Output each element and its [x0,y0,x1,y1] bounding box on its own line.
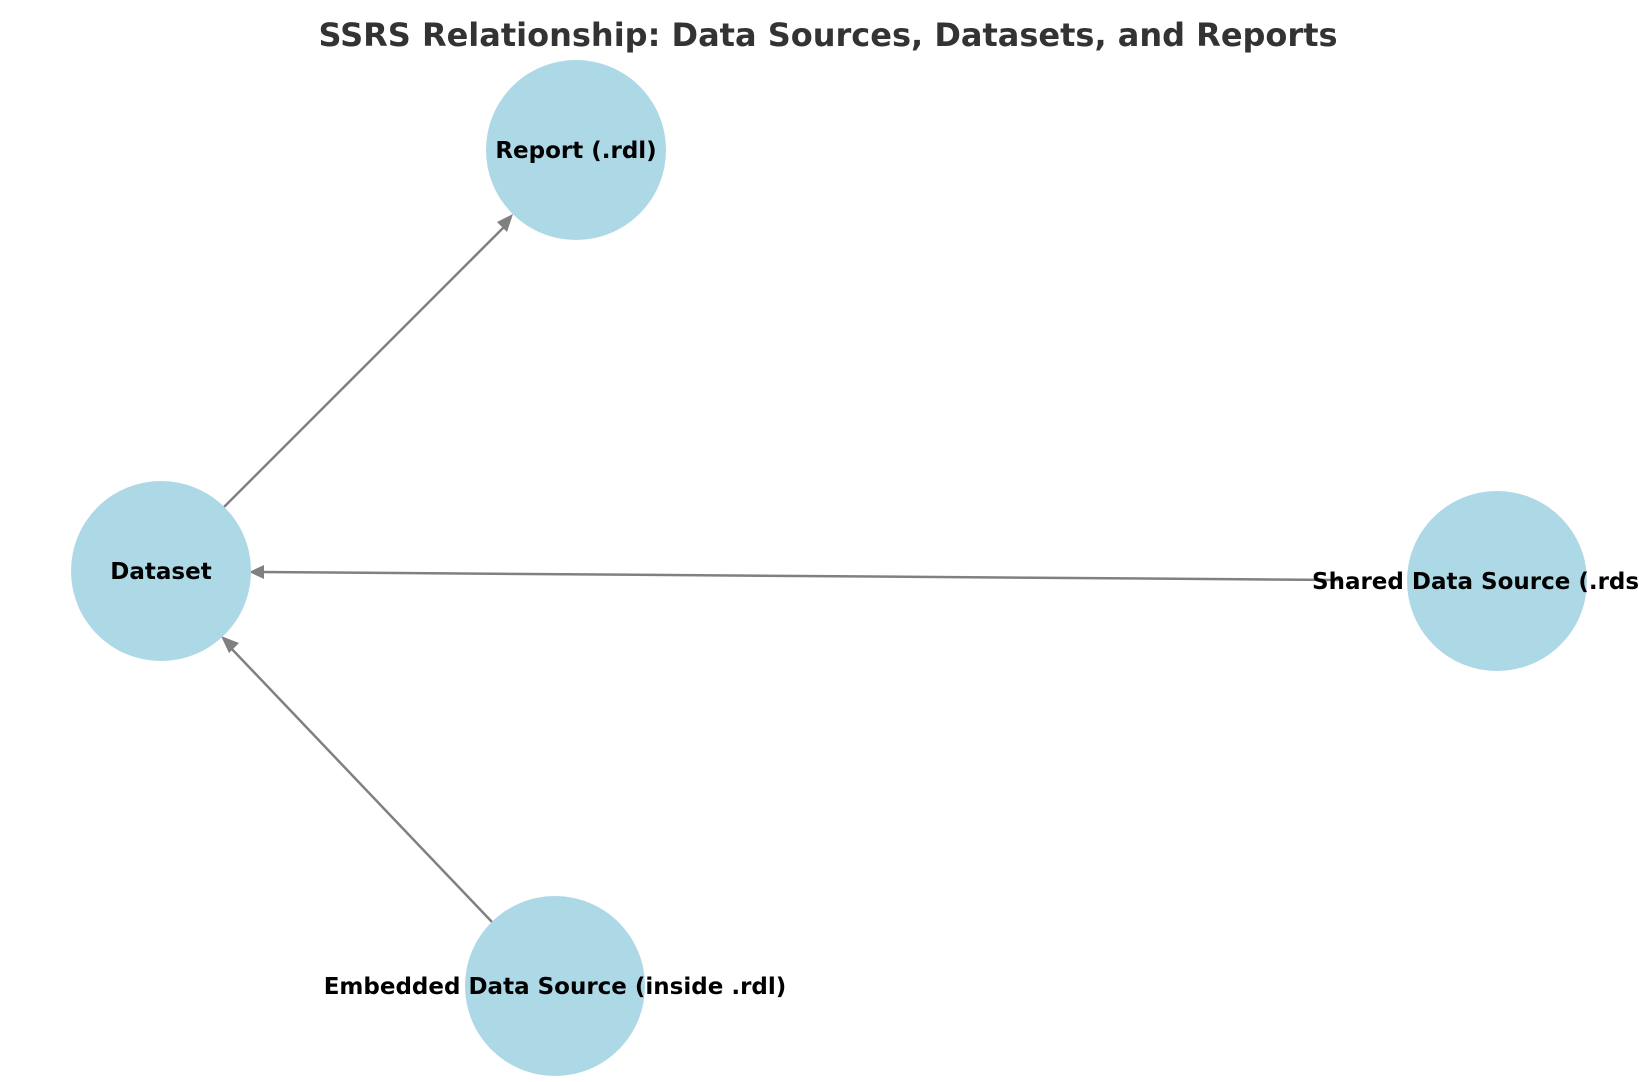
diagram-title: SSRS Relationship: Data Sources, Dataset… [318,16,1337,54]
node-dataset-label: Dataset [110,559,211,585]
node-embedded-data-source: Embedded Data Source (inside .rdl) [324,896,787,1076]
edge-dataset-to-report [222,214,513,509]
node-embedded-data-source-label: Embedded Data Source (inside .rdl) [324,974,787,1000]
node-dataset-circle [71,481,251,661]
node-dataset: Dataset [71,481,251,661]
edge-shared-source-to-dataset [249,565,1341,582]
node-report-circle [486,60,666,240]
edge-embedded-source-to-dataset [221,636,493,923]
node-embedded-data-source-circle [465,896,645,1076]
node-report-label: Report (.rdl) [495,138,656,164]
node-report: Report (.rdl) [486,60,666,240]
node-shared-data-source-label: Shared Data Source (.rds) [1312,569,1639,595]
node-shared-data-source-circle [1407,491,1587,671]
node-shared-data-source: Shared Data Source (.rds) [1312,491,1639,671]
